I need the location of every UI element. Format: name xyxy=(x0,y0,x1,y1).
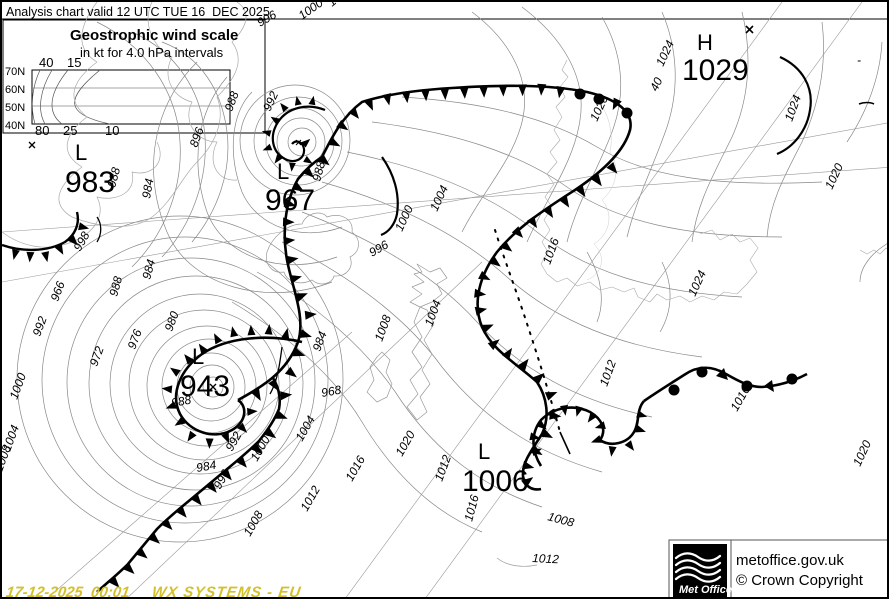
svg-text:L: L xyxy=(478,439,490,464)
svg-text:972: 972 xyxy=(87,344,107,368)
svg-text:1024: 1024 xyxy=(782,93,804,123)
svg-text:1012: 1012 xyxy=(532,551,560,566)
svg-text:1012: 1012 xyxy=(432,453,454,483)
svg-text:-: - xyxy=(857,53,861,67)
svg-text:984: 984 xyxy=(139,177,156,199)
svg-text:988: 988 xyxy=(106,274,125,297)
svg-text:1008: 1008 xyxy=(372,313,394,343)
svg-text:60N: 60N xyxy=(5,84,25,96)
svg-text:984: 984 xyxy=(139,257,158,280)
svg-text:1029: 1029 xyxy=(682,54,749,87)
svg-text:1020: 1020 xyxy=(822,161,846,191)
svg-text:966: 966 xyxy=(48,279,68,303)
svg-text:25: 25 xyxy=(63,123,77,138)
svg-text:1006: 1006 xyxy=(462,465,529,498)
svg-text:1004: 1004 xyxy=(325,2,355,9)
svg-text:984: 984 xyxy=(195,458,217,475)
svg-text:1004: 1004 xyxy=(427,183,451,213)
svg-text:10: 10 xyxy=(105,123,119,138)
svg-text:metoffice.gov.uk: metoffice.gov.uk xyxy=(736,552,844,569)
svg-text:Met Office: Met Office xyxy=(679,584,732,596)
svg-text:40N: 40N xyxy=(5,120,25,132)
svg-text:1012: 1012 xyxy=(597,358,619,388)
svg-text:1008: 1008 xyxy=(240,508,266,538)
svg-text:40: 40 xyxy=(39,55,53,70)
svg-text:1000: 1000 xyxy=(7,371,29,401)
svg-text:1020: 1020 xyxy=(392,428,418,458)
svg-text:992: 992 xyxy=(30,314,50,338)
svg-text:980: 980 xyxy=(162,309,182,333)
svg-text:996: 996 xyxy=(367,237,392,259)
svg-text:1008: 1008 xyxy=(2,443,14,473)
svg-text:50N: 50N xyxy=(5,102,25,114)
svg-text:40: 40 xyxy=(647,75,665,93)
svg-text:1020: 1020 xyxy=(850,438,874,468)
svg-text:L: L xyxy=(75,140,87,165)
svg-text:1004: 1004 xyxy=(292,413,318,443)
svg-text:943: 943 xyxy=(180,370,230,403)
svg-text:1016: 1016 xyxy=(342,453,368,483)
svg-text:984: 984 xyxy=(310,329,330,353)
svg-text:983: 983 xyxy=(65,166,115,199)
svg-text:1008: 1008 xyxy=(546,509,576,530)
svg-text:70N: 70N xyxy=(5,66,25,78)
svg-text:© Crown Copyright: © Crown Copyright xyxy=(736,572,864,589)
svg-text:H: H xyxy=(697,30,713,55)
svg-text:L: L xyxy=(277,159,289,184)
svg-text:80: 80 xyxy=(35,123,49,138)
svg-text:1004: 1004 xyxy=(422,298,444,328)
